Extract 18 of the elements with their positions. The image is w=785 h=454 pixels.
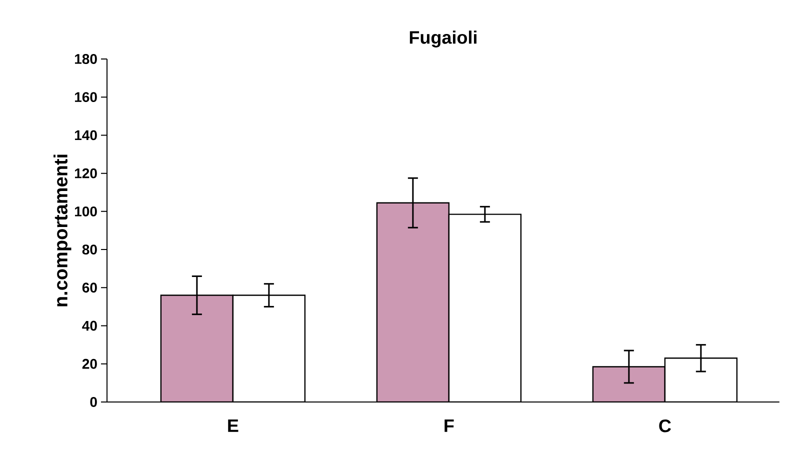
y-tick-label: 80 — [82, 244, 97, 255]
y-tick-label: 100 — [74, 206, 97, 216]
x-tick-label: C — [659, 420, 671, 432]
bar — [160, 294, 234, 402]
y-tick-label: 0 — [90, 397, 97, 407]
y-tick-label: 60 — [82, 282, 97, 293]
y-tick-label: 120 — [74, 168, 97, 178]
x-tick-label: F — [444, 420, 454, 432]
y-tick-label: 180 — [74, 54, 97, 64]
bar — [592, 366, 666, 402]
y-axis-title: n.comportamenti — [54, 154, 72, 306]
y-tick-label: 20 — [82, 358, 97, 369]
y-tick-label: 140 — [74, 130, 97, 140]
chart-title: Fugaioli — [410, 30, 476, 48]
x-tick-label: E — [228, 420, 238, 432]
bar — [376, 202, 450, 402]
y-tick-label: 40 — [82, 320, 97, 331]
y-tick-label: 160 — [74, 92, 97, 102]
